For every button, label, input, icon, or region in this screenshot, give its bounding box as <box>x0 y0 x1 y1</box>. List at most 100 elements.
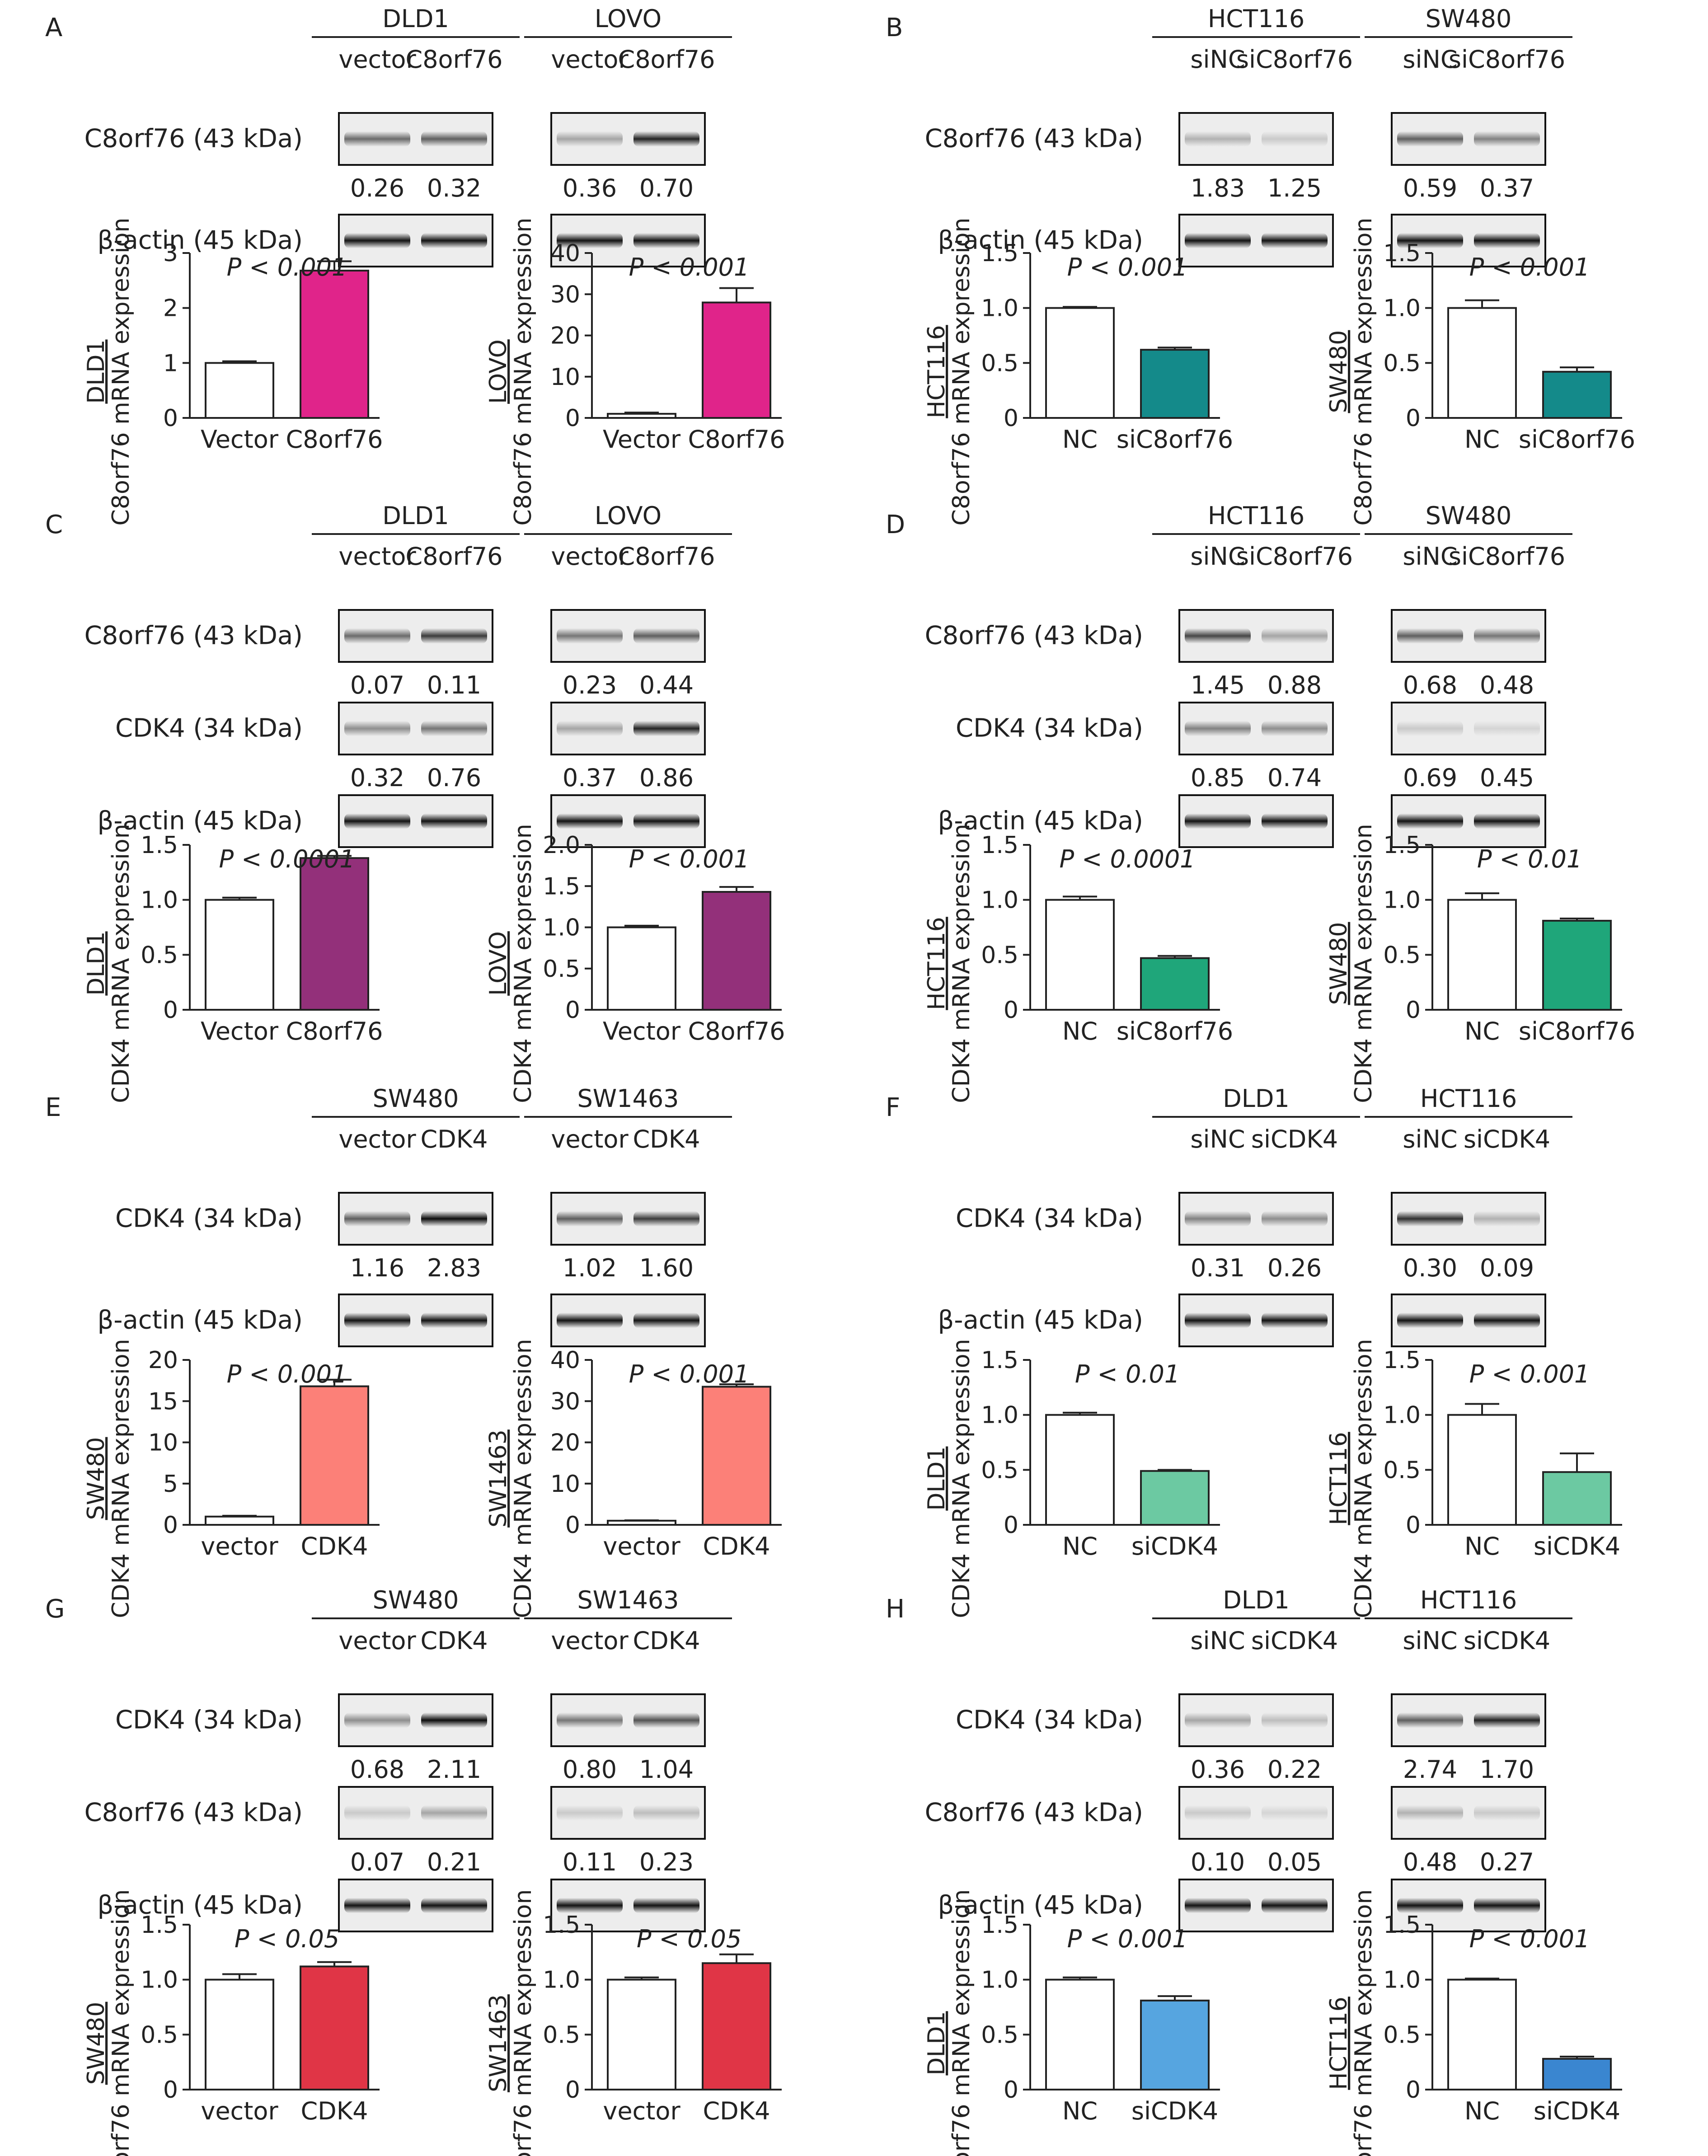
y-tick-label: 1.5 <box>981 240 1018 267</box>
y-tick-label: 1.0 <box>1383 1967 1421 1994</box>
cell-line-axis-label: SW480 <box>83 1437 110 1520</box>
p-value-label: P < 0.001 <box>227 253 347 281</box>
y-tick-label: 40 <box>550 1347 580 1374</box>
band-quantification: 1.45 <box>1191 671 1245 699</box>
lane-label: siC8orf76 <box>1449 45 1565 74</box>
blot-row-label: β-actin (45 kDa) <box>938 1891 1143 1920</box>
bar <box>1447 899 1517 1011</box>
protein-band <box>1262 1211 1328 1227</box>
y-axis-label: CDK4 mRNA expression <box>510 1339 537 1618</box>
band-quantification: 0.23 <box>563 671 617 699</box>
bar <box>702 1962 771 2090</box>
p-value-label: P < 0.05 <box>235 1925 339 1953</box>
band-quantification: 0.23 <box>639 1848 694 1876</box>
cell-line-axis-label: SW480 <box>1325 330 1352 413</box>
x-category-label: siCDK4 <box>1534 1532 1620 1561</box>
y-tick-label: 1.0 <box>543 914 580 942</box>
x-category-label: siCDK4 <box>1534 2097 1620 2125</box>
band-quantification: 0.86 <box>639 764 694 792</box>
cell-line-label: HCT116 <box>1420 1084 1517 1113</box>
y-tick-label: 40 <box>550 240 580 267</box>
protein-band <box>1474 1312 1540 1328</box>
y-tick-label: 1.0 <box>981 1967 1018 1994</box>
y-tick-label: 1.5 <box>543 873 580 900</box>
band-quantification: 0.59 <box>1403 174 1457 202</box>
bar <box>607 1978 676 2090</box>
bar <box>205 362 274 419</box>
y-tick-label: 0.5 <box>981 2021 1018 2048</box>
protein-band <box>1262 1898 1328 1913</box>
cell-line-label: DLD1 <box>382 502 449 530</box>
bar <box>607 926 676 1011</box>
p-value-label: P < 0.001 <box>1469 1360 1590 1388</box>
protein-band <box>557 131 623 147</box>
y-tick-label: 1.5 <box>543 1912 580 1939</box>
protein-band <box>633 628 699 644</box>
protein-band <box>633 233 699 248</box>
panel-d: D HCT116siNCsiC8orf76SW480siNCsiC8orf76C8… <box>886 502 1572 848</box>
protein-band <box>1397 813 1463 829</box>
band-quantification: 0.37 <box>1480 174 1534 202</box>
protein-band <box>421 233 487 248</box>
protein-band <box>1185 1312 1251 1328</box>
x-category-label: CDK4 <box>703 2097 770 2125</box>
x-category-label: NC <box>1062 2097 1098 2125</box>
cell-line-label: SW1463 <box>577 1084 679 1113</box>
lane-label: siC8orf76 <box>1236 542 1353 571</box>
bar <box>1140 1470 1210 1526</box>
cell-line-label: SW480 <box>1426 502 1512 530</box>
panel-letter: F <box>886 1093 900 1122</box>
y-tick-label: 1.5 <box>1383 1347 1421 1374</box>
bar <box>1542 919 1612 1011</box>
lane-label: siNC <box>1403 1125 1457 1153</box>
band-quantification: 0.68 <box>350 1755 404 1784</box>
cell-line-label: DLD1 <box>1223 1084 1290 1113</box>
protein-band <box>557 1211 623 1227</box>
band-quantification: 0.48 <box>1403 1848 1457 1876</box>
bar <box>702 891 771 1011</box>
protein-band <box>421 1211 487 1227</box>
blot-row-label: C8orf76 (43 kDa) <box>84 621 303 651</box>
x-category-label: C8orf76 <box>688 425 785 454</box>
bar <box>1542 1471 1612 1526</box>
protein-band <box>557 1712 623 1728</box>
band-quantification: 0.32 <box>427 174 481 202</box>
blot-row-label: CDK4 (34 kDa) <box>956 714 1143 743</box>
x-category-label: siC8orf76 <box>1117 1017 1233 1045</box>
protein-band <box>633 813 699 829</box>
protein-band <box>1185 813 1251 829</box>
cell-line-axis-label: DLD1 <box>923 1446 950 1510</box>
y-tick-label: 1.5 <box>141 832 178 859</box>
panel-letter: C <box>45 510 63 539</box>
lane-label: siCDK4 <box>1464 1125 1550 1153</box>
blot-row-label: β-actin (45 kDa) <box>98 1306 303 1335</box>
x-category-label: NC <box>1464 1532 1500 1561</box>
blot-row-label: β-actin (45 kDa) <box>938 226 1143 255</box>
lane-label: vector <box>338 1125 416 1153</box>
x-category-label: siCDK4 <box>1131 1532 1218 1561</box>
band-quantification: 2.11 <box>427 1755 481 1784</box>
lane-label: C8orf76 <box>618 45 715 74</box>
x-category-label: C8orf76 <box>286 425 383 454</box>
protein-band <box>1474 721 1540 736</box>
y-tick-label: 0 <box>1004 2076 1018 2104</box>
protein-band <box>1185 1805 1251 1821</box>
cell-line-label: HCT116 <box>1420 1586 1517 1614</box>
protein-band <box>1185 233 1251 248</box>
bar <box>1542 2058 1612 2091</box>
lane-label: vector <box>338 45 416 74</box>
protein-band <box>633 1312 699 1328</box>
protein-band <box>1397 721 1463 736</box>
panel-a: A DLD1vectorC8orf76LOVOvectorC8orf76C8orf… <box>45 5 732 267</box>
blot-row-label: C8orf76 (43 kDa) <box>925 124 1143 154</box>
y-tick-label: 1.0 <box>1383 1402 1421 1429</box>
lane-label: siNC <box>1403 542 1457 571</box>
blot-row-label: CDK4 (34 kDa) <box>956 1204 1143 1233</box>
y-tick-label: 5 <box>163 1471 178 1498</box>
